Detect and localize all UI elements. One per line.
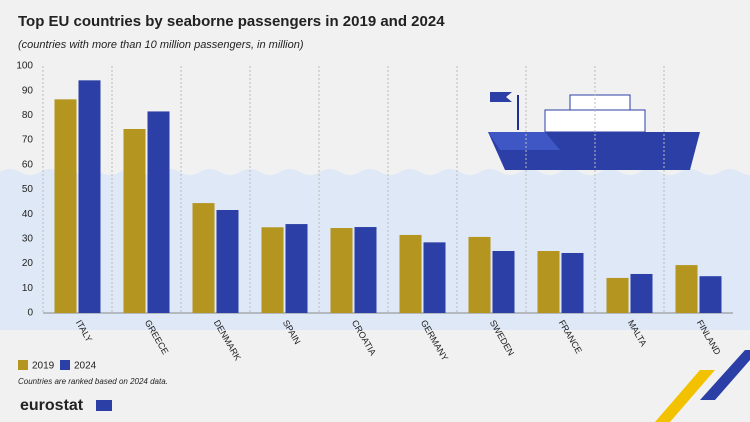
bar: [399, 234, 422, 313]
y-tick-label: 40: [22, 209, 34, 220]
logo: eurostat: [20, 397, 84, 414]
legend-swatch: [60, 360, 70, 370]
y-tick-label: 90: [22, 85, 34, 96]
bar: [630, 273, 653, 313]
chart-title: Top EU countries by seaborne passengers …: [18, 13, 445, 30]
bar: [216, 210, 239, 313]
y-tick-label: 100: [16, 61, 33, 72]
bar: [192, 203, 215, 313]
y-tick-label: 70: [22, 135, 34, 146]
bar: [123, 128, 146, 313]
y-tick-label: 20: [22, 258, 34, 269]
chart-subtitle: (countries with more than 10 million pas…: [18, 39, 304, 51]
bar: [492, 251, 515, 313]
note: Countries are ranked based on 2024 data.: [18, 377, 168, 386]
y-tick-label: 80: [22, 110, 34, 121]
bar: [147, 111, 170, 313]
legend-label: 2024: [74, 361, 97, 372]
bar: [468, 236, 491, 313]
y-tick-label: 10: [22, 283, 34, 294]
bar: [423, 242, 446, 313]
bar: [285, 224, 308, 313]
y-tick-label: 30: [22, 234, 34, 245]
decor: [655, 370, 715, 422]
legend-swatch: [18, 360, 28, 370]
decor: [700, 350, 750, 400]
bar: [699, 276, 722, 313]
legend-label: 2019: [32, 361, 55, 372]
bar: [261, 227, 284, 313]
y-tick-label: 0: [27, 308, 33, 319]
y-tick-label: 60: [22, 159, 34, 170]
ship: [488, 92, 700, 170]
bar: [537, 251, 560, 313]
bar: [54, 99, 77, 313]
bar: [78, 80, 101, 314]
bar: [354, 227, 377, 313]
bar: [330, 228, 353, 313]
bar: [561, 252, 584, 313]
bar: [675, 265, 698, 313]
eu-flag: [96, 400, 112, 411]
y-tick-label: 50: [22, 184, 34, 195]
bar: [606, 277, 629, 313]
